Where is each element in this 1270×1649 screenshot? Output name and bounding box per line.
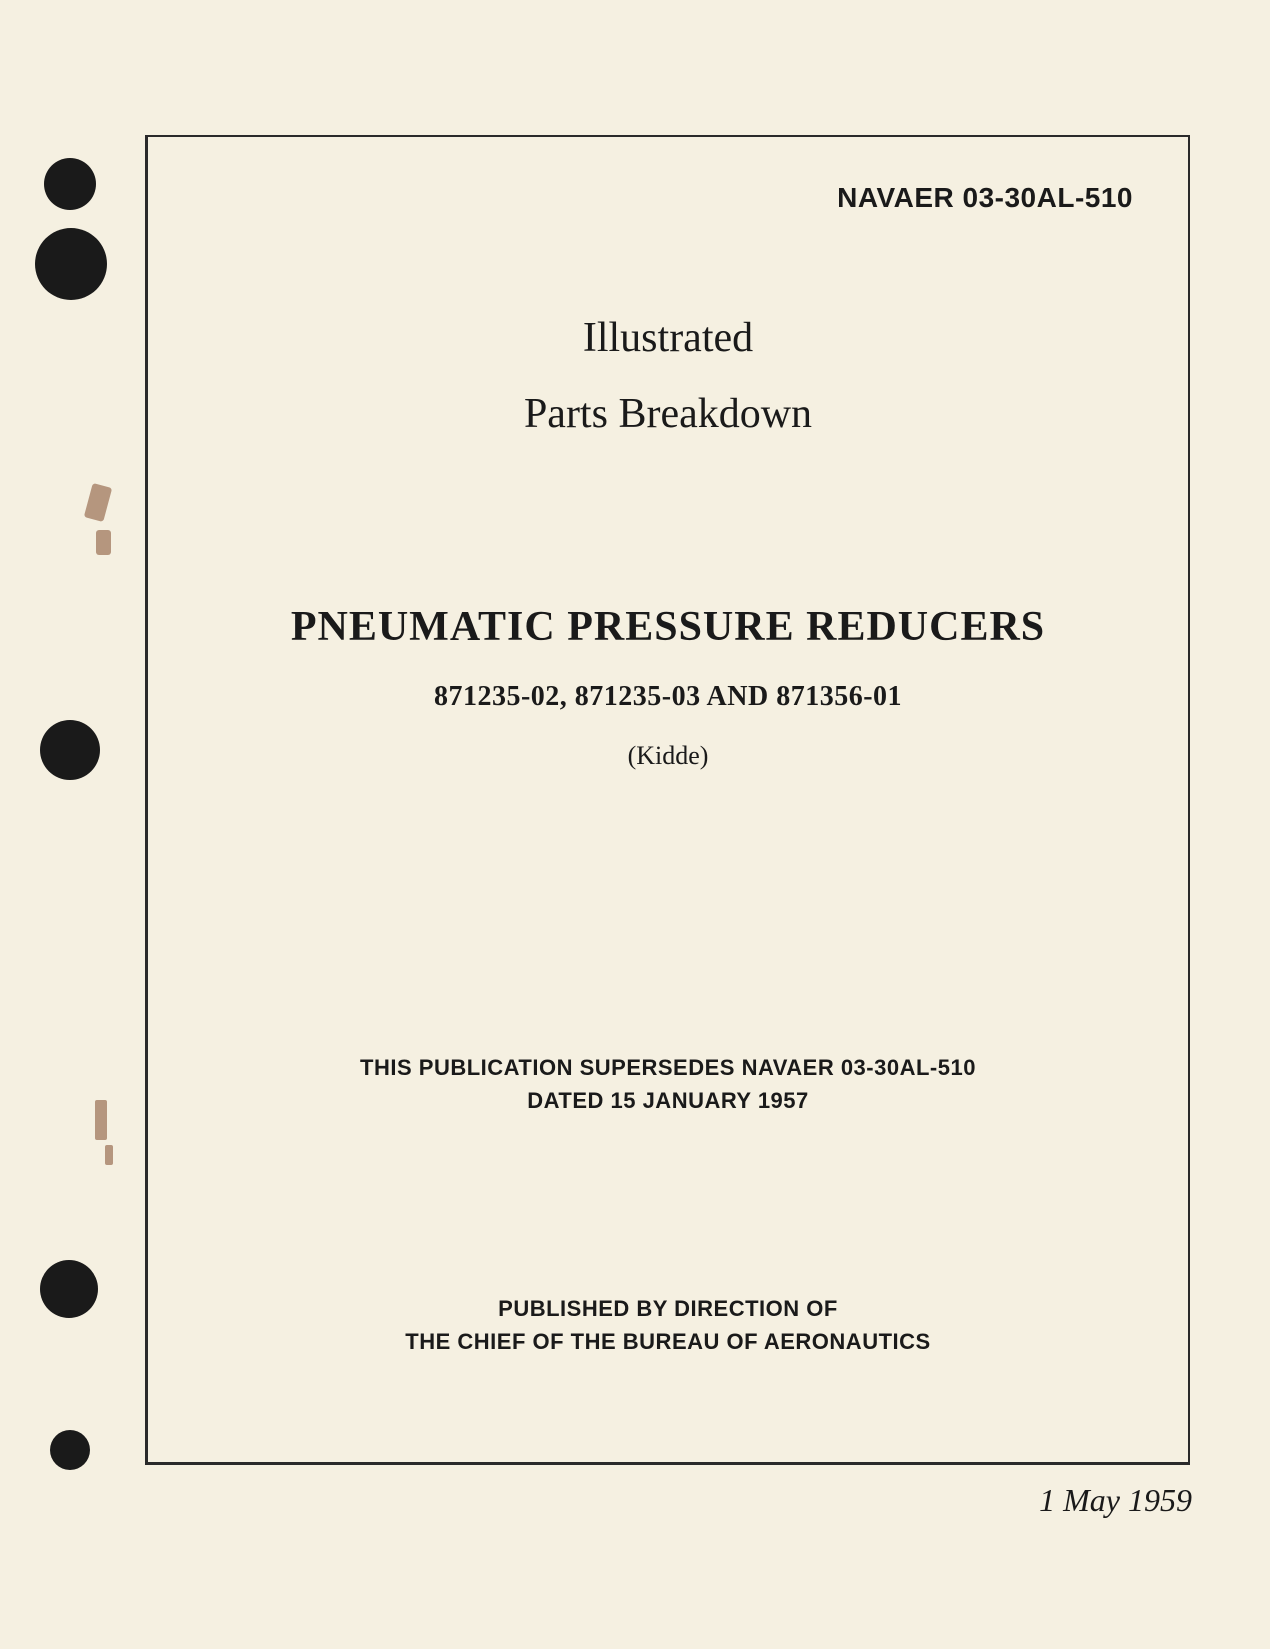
punch-hole [35, 228, 107, 300]
manufacturer-name: (Kidde) [203, 741, 1133, 771]
part-numbers: 871235-02, 871235-03 AND 871356-01 [203, 681, 1133, 713]
punch-hole [44, 158, 96, 210]
content-frame: NAVAER 03-30AL-510 Illustrated Parts Bre… [145, 135, 1190, 1465]
rust-stain [84, 483, 112, 522]
supersedes-line: THIS PUBLICATION SUPERSEDES NAVAER 03-30… [360, 1055, 976, 1080]
punch-hole [40, 1260, 98, 1318]
document-page: NAVAER 03-30AL-510 Illustrated Parts Bre… [0, 0, 1270, 1649]
supersedes-line: DATED 15 JANUARY 1957 [527, 1088, 809, 1113]
document-number: NAVAER 03-30AL-510 [203, 182, 1133, 214]
supersedes-notice: THIS PUBLICATION SUPERSEDES NAVAER 03-30… [203, 1051, 1133, 1117]
publication-date: 1 May 1959 [1039, 1482, 1192, 1519]
heading-illustrated: Illustrated [203, 314, 1133, 362]
publisher-notice: PUBLISHED BY DIRECTION OF THE CHIEF OF T… [203, 1292, 1133, 1358]
publisher-line: THE CHIEF OF THE BUREAU OF AERONAUTICS [405, 1329, 930, 1354]
rust-stain [105, 1145, 113, 1165]
publisher-line: PUBLISHED BY DIRECTION OF [498, 1296, 838, 1321]
document-title: PNEUMATIC PRESSURE REDUCERS [203, 603, 1133, 651]
punch-hole [50, 1430, 90, 1470]
heading-parts-breakdown: Parts Breakdown [203, 390, 1133, 438]
rust-stain [96, 530, 111, 555]
punch-hole [40, 720, 100, 780]
rust-stain [95, 1100, 107, 1140]
